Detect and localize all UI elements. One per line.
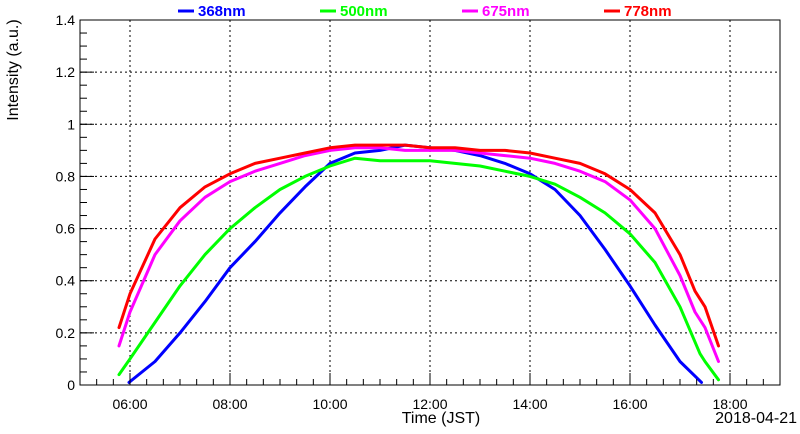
y-tick-label: 0 bbox=[67, 377, 75, 393]
ticks bbox=[79, 19, 781, 386]
x-tick-label: 06:00 bbox=[112, 396, 147, 412]
y-tick-label: 0.8 bbox=[56, 168, 76, 184]
series-line-500nm bbox=[117, 156, 720, 382]
series-line-778nm bbox=[117, 143, 720, 348]
date-label: 2018-04-21 bbox=[715, 410, 797, 427]
y-tick-label: 1.2 bbox=[56, 64, 76, 80]
y-axis-title: Intensity (a.u.) bbox=[5, 19, 22, 120]
tick-labels: 0 0.2 0.4 0.6 0.8 1 1.2 1.4 06:00 08:00 10:00 12:00… bbox=[56, 12, 748, 412]
x-axis-title: Time (JST) bbox=[402, 410, 481, 427]
legend-label-368nm: 368nm bbox=[198, 3, 246, 20]
legend-label-675nm: 675nm bbox=[482, 3, 530, 20]
grid bbox=[80, 20, 780, 385]
legend: 368nm 500nm 675nm 778nm bbox=[178, 3, 672, 20]
y-tick-label: 0.2 bbox=[56, 325, 76, 341]
x-tick-label: 16:00 bbox=[612, 396, 647, 412]
x-tick-label: 18:00 bbox=[712, 396, 747, 412]
y-tick-label: 0.6 bbox=[56, 221, 76, 237]
x-tick-label: 08:00 bbox=[212, 396, 247, 412]
x-tick-label: 10:00 bbox=[312, 396, 347, 412]
y-tick-label: 1 bbox=[67, 116, 75, 132]
x-tick-label: 12:00 bbox=[412, 396, 447, 412]
series-layer bbox=[117, 143, 720, 384]
legend-label-500nm: 500nm bbox=[340, 3, 388, 20]
series-line-675nm bbox=[117, 146, 720, 363]
y-tick-label: 1.4 bbox=[56, 12, 76, 28]
x-tick-label: 14:00 bbox=[512, 396, 547, 412]
legend-label-778nm: 778nm bbox=[624, 3, 672, 20]
y-tick-label: 0.4 bbox=[56, 273, 76, 289]
